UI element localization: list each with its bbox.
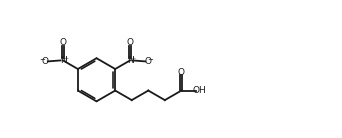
Text: O: O: [42, 57, 49, 66]
Text: O: O: [127, 38, 133, 47]
Text: −: −: [39, 57, 45, 63]
Text: N: N: [60, 56, 66, 65]
Text: −: −: [147, 57, 153, 63]
Text: O: O: [60, 38, 66, 47]
Text: N: N: [127, 56, 133, 65]
Text: O: O: [144, 57, 152, 66]
Text: OH: OH: [193, 86, 206, 95]
Text: +: +: [63, 56, 69, 61]
Text: +: +: [130, 56, 136, 61]
Text: O: O: [178, 68, 185, 77]
